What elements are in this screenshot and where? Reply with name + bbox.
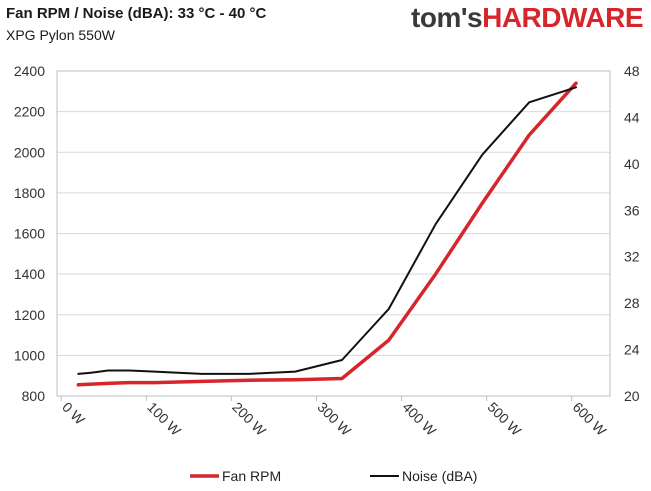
x-tick-label: 100 W <box>144 399 184 439</box>
y-left-tick-label: 1600 <box>14 226 45 242</box>
y-left-tick-label: 1800 <box>14 185 45 201</box>
logo-part-hardware: HARDWARE <box>482 2 643 33</box>
fan-rpm-legend-label: Fan RPM <box>222 468 281 484</box>
chart-title: Fan RPM / Noise (dBA): 33 °C - 40 °C <box>6 5 267 22</box>
y-left-tick-label: 2400 <box>14 63 45 79</box>
y-right-tick-label: 24 <box>624 342 640 358</box>
legend: Fan RPM Noise (dBA) <box>190 468 477 484</box>
y-right-tick-label: 40 <box>624 156 640 172</box>
y-left-tick-label: 2200 <box>14 104 45 120</box>
plot-area-border <box>56 70 611 397</box>
series-layer <box>76 81 578 387</box>
x-tick-label: 400 W <box>399 399 439 439</box>
y-left-tick-label: 1400 <box>14 266 45 282</box>
x-tick-label: 600 W <box>570 399 610 439</box>
y-right-tick-label: 36 <box>624 202 640 218</box>
y-left-tick-label: 2000 <box>14 144 45 160</box>
axis-layer <box>56 70 611 401</box>
y-right-tick-label: 44 <box>624 109 640 125</box>
noise-series-line <box>77 86 577 375</box>
noise-legend-label: Noise (dBA) <box>402 468 477 484</box>
y-left-tick-label: 1000 <box>14 347 45 363</box>
x-tick-label: 200 W <box>229 399 269 439</box>
chart-subtitle: XPG Pylon 550W <box>6 27 115 43</box>
x-tick-label: 500 W <box>485 399 525 439</box>
y-right-tick-label: 20 <box>624 388 640 404</box>
y-right-tick-label: 28 <box>624 295 640 311</box>
toms-hardware-logo: tom's HARDWARE <box>411 2 643 42</box>
y-right-tick-label: 48 <box>624 63 640 79</box>
y-right-tick-label: 32 <box>624 249 640 265</box>
y-left-tick-label: 800 <box>22 388 46 404</box>
logo-part-toms: tom's <box>411 2 483 33</box>
grid-layer <box>57 70 610 397</box>
fan-rpm-series-line <box>76 81 578 387</box>
y-left-tick-label: 1200 <box>14 307 45 323</box>
x-tick-label: 0 W <box>59 399 88 428</box>
x-tick-label: 300 W <box>314 399 354 439</box>
